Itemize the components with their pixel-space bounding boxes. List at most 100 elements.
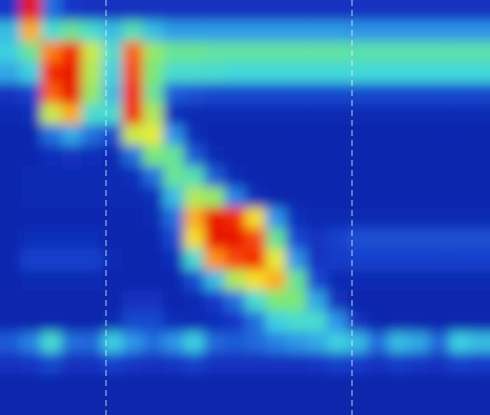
heat-cell: [245, 311, 266, 332]
heat-cell: [0, 187, 21, 208]
heat-cell: [408, 291, 429, 312]
heat-cell: [41, 332, 62, 353]
heat-cell: [0, 311, 21, 332]
heat-cell: [408, 145, 429, 166]
heat-cell: [429, 42, 450, 63]
heat-cell: [245, 166, 266, 187]
heat-cell: [286, 0, 307, 21]
heat-cell: [143, 208, 164, 229]
heat-cell: [143, 353, 164, 374]
heat-cell: [82, 145, 103, 166]
heat-cell: [429, 62, 450, 83]
heat-cell: [368, 208, 389, 229]
heat-cell: [388, 353, 409, 374]
heat-cell: [388, 187, 409, 208]
heat-cell: [61, 332, 82, 353]
heat-cell: [102, 104, 123, 125]
heat-cell: [408, 125, 429, 146]
heat-cell: [347, 0, 368, 21]
heat-cell: [470, 62, 490, 83]
heat-cell: [449, 62, 470, 83]
heat-cell: [0, 145, 21, 166]
heat-cell: [225, 208, 246, 229]
heat-cell: [265, 208, 286, 229]
heat-cell: [184, 0, 205, 21]
heat-cell: [429, 228, 450, 249]
heat-cell: [306, 187, 327, 208]
heat-cell: [286, 374, 307, 395]
heat-cell: [449, 332, 470, 353]
heat-cell: [265, 42, 286, 63]
heat-cell: [449, 0, 470, 21]
heat-cell: [20, 270, 41, 291]
heat-cell: [20, 353, 41, 374]
heat-cell: [143, 291, 164, 312]
heat-cell: [408, 166, 429, 187]
heat-cell: [347, 42, 368, 63]
heat-cell: [20, 0, 41, 21]
heat-cell: [204, 249, 225, 270]
heat-cell: [388, 332, 409, 353]
heat-cell: [102, 228, 123, 249]
heat-cell: [408, 62, 429, 83]
heat-cell: [123, 187, 144, 208]
heat-cell: [41, 0, 62, 21]
heat-cell: [449, 270, 470, 291]
heat-cell: [61, 249, 82, 270]
heat-cell: [449, 21, 470, 42]
heat-cell: [470, 187, 490, 208]
heat-cell: [163, 270, 184, 291]
heat-cell: [123, 166, 144, 187]
heat-cell: [82, 42, 103, 63]
heat-cell: [327, 291, 348, 312]
heat-cell: [184, 125, 205, 146]
heat-cell: [429, 208, 450, 229]
heat-cell: [204, 104, 225, 125]
heat-cell: [368, 21, 389, 42]
heat-cell: [470, 249, 490, 270]
heat-cell: [470, 0, 490, 21]
heat-cell: [245, 353, 266, 374]
plot-background: [0, 0, 490, 415]
heat-cell: [102, 62, 123, 83]
heat-cell: [41, 83, 62, 104]
heat-cell: [327, 353, 348, 374]
heat-cell: [143, 228, 164, 249]
heat-cell: [0, 104, 21, 125]
heat-cell: [41, 291, 62, 312]
heat-cell: [225, 311, 246, 332]
heat-cell: [306, 394, 327, 415]
heat-cell: [408, 21, 429, 42]
heat-cell: [143, 374, 164, 395]
heat-cell: [204, 62, 225, 83]
heat-cell: [82, 249, 103, 270]
heat-cell: [82, 62, 103, 83]
heat-cell: [41, 394, 62, 415]
heat-cell: [225, 291, 246, 312]
heat-cell: [163, 332, 184, 353]
heat-cell: [368, 291, 389, 312]
heat-cell: [388, 0, 409, 21]
heat-cell: [347, 62, 368, 83]
heat-cell: [20, 332, 41, 353]
heat-cell: [163, 104, 184, 125]
heat-cell: [123, 270, 144, 291]
heat-cell: [470, 42, 490, 63]
heat-cell: [0, 332, 21, 353]
heat-cell: [449, 83, 470, 104]
heat-cell: [204, 394, 225, 415]
heat-cell: [449, 42, 470, 63]
heat-cell: [184, 374, 205, 395]
heat-cell: [449, 394, 470, 415]
heat-cell: [265, 125, 286, 146]
heat-cell: [245, 208, 266, 229]
heat-cell: [368, 394, 389, 415]
heat-cell: [123, 21, 144, 42]
heat-cell: [204, 374, 225, 395]
heat-cell: [163, 394, 184, 415]
heat-cell: [143, 270, 164, 291]
heat-cell: [163, 62, 184, 83]
heat-cell: [429, 83, 450, 104]
heat-cell: [368, 0, 389, 21]
heat-cell: [286, 83, 307, 104]
